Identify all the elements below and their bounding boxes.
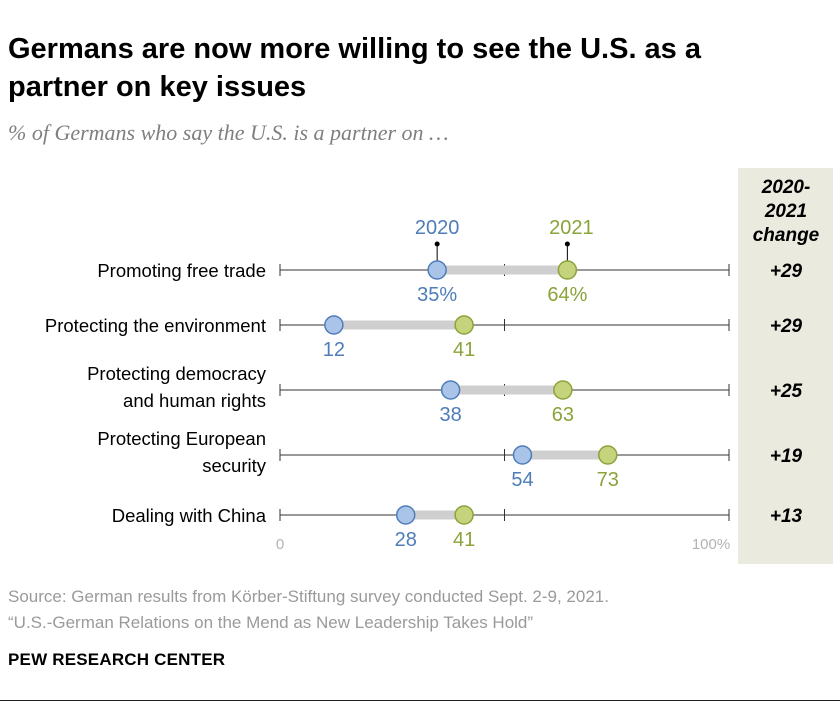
legend-label-2021: 2021	[549, 217, 594, 239]
chart-title: Germans are now more willing to see the …	[8, 33, 701, 103]
value-label-2021: 63	[552, 404, 574, 426]
change-value: +25	[770, 381, 803, 402]
change-value: +19	[770, 446, 803, 467]
category-label: Promoting free trade	[97, 260, 266, 281]
change-header-line: 2021	[764, 201, 807, 222]
category-label: security	[202, 455, 266, 476]
change-header-line: 2020-	[761, 177, 811, 198]
dot-plot-chart: 2020- 2021 change Promoting free trade +29 Pr…	[45, 177, 820, 553]
value-label-2021: 73	[597, 469, 619, 491]
dot-2021	[454, 505, 474, 525]
source-line: Source: German results from Körber-Stift…	[8, 587, 609, 606]
x-tick-label-max: 100%	[692, 536, 730, 553]
value-label-2020: 54	[511, 469, 533, 491]
change-value: +13	[770, 506, 803, 527]
dot-2020	[440, 380, 461, 400]
category-label: Dealing with China	[112, 505, 267, 526]
value-label-2021: 41	[453, 529, 475, 551]
legend-pointer-dot-2021	[564, 241, 570, 247]
category-label: and human rights	[123, 390, 266, 411]
dot-2021	[557, 260, 578, 280]
value-label-2020: 28	[395, 529, 417, 551]
change-header-line: change	[753, 225, 820, 246]
change-value: +29	[770, 316, 803, 337]
chart-subtitle: % of Germans who say the U.S. is a partn…	[8, 120, 449, 145]
value-label-2021: 64%	[547, 284, 587, 306]
category-label: Protecting the environment	[45, 315, 266, 336]
dot-2021	[598, 445, 618, 465]
dot-2021	[454, 315, 474, 335]
category-label: Protecting European	[97, 428, 266, 449]
legend-pointer-dot-2020	[434, 241, 440, 247]
change-value: +29	[770, 261, 803, 282]
dot-2020	[512, 445, 533, 465]
source-note: Source: German results from Körber-Stift…	[8, 584, 609, 636]
value-label-2021: 41	[453, 339, 475, 361]
report-title-line: “U.S.-German Relations on the Mend as Ne…	[8, 613, 534, 632]
dot-2020	[395, 505, 416, 525]
x-tick-label-min: 0	[276, 536, 284, 553]
value-label-2020: 35%	[417, 284, 457, 306]
category-label: Protecting democracy	[87, 363, 267, 384]
legend-label-2020: 2020	[415, 217, 460, 239]
value-label-2020: 12	[323, 339, 345, 361]
change-column-background	[738, 168, 833, 564]
brand-logo-text: PEW RESEARCH CENTER	[8, 650, 226, 669]
dot-2020	[427, 260, 447, 280]
value-label-2020: 38	[439, 404, 461, 426]
bottom-divider	[0, 700, 840, 701]
dot-2020	[324, 315, 344, 335]
dot-2021	[553, 380, 573, 400]
